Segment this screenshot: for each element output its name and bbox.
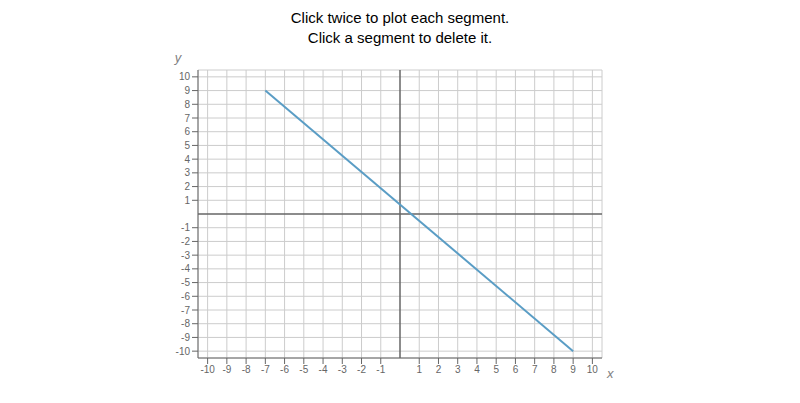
svg-text:9: 9 bbox=[570, 364, 576, 375]
html-text:Click a segment to delete it.: Click a segment to delete it. bbox=[307, 29, 493, 46]
html-text:Click twice to plot each segme: Click twice to plot each segment. bbox=[290, 9, 510, 26]
svg-text:8: 8 bbox=[184, 99, 190, 110]
svg-text:3: 3 bbox=[184, 167, 190, 178]
svg-text:5: 5 bbox=[184, 140, 190, 151]
svg-text:1: 1 bbox=[184, 195, 190, 206]
svg-text:-5: -5 bbox=[181, 277, 190, 288]
svg-text:x: x bbox=[606, 366, 614, 381]
svg-text:-2: -2 bbox=[181, 236, 190, 247]
svg-text:7: 7 bbox=[532, 364, 538, 375]
svg-text:-8: -8 bbox=[242, 364, 251, 375]
svg-text:7: 7 bbox=[184, 113, 190, 124]
svg-text:2: 2 bbox=[184, 181, 190, 192]
svg-text:2: 2 bbox=[436, 364, 442, 375]
svg-text:y: y bbox=[174, 50, 183, 65]
svg-text:-10: -10 bbox=[176, 346, 191, 357]
svg-text:-9: -9 bbox=[181, 332, 190, 343]
svg-text:-4: -4 bbox=[181, 263, 190, 274]
svg-text:-3: -3 bbox=[338, 364, 347, 375]
svg-text:-3: -3 bbox=[181, 250, 190, 261]
svg-text:-7: -7 bbox=[261, 364, 270, 375]
svg-text:6: 6 bbox=[513, 364, 519, 375]
svg-text:-9: -9 bbox=[222, 364, 231, 375]
svg-text:10: 10 bbox=[587, 364, 599, 375]
svg-text:8: 8 bbox=[551, 364, 557, 375]
svg-text:-7: -7 bbox=[181, 305, 190, 316]
svg-text:9: 9 bbox=[184, 85, 190, 96]
svg-text:4: 4 bbox=[474, 364, 480, 375]
svg-text:-1: -1 bbox=[181, 222, 190, 233]
svg-text:-2: -2 bbox=[357, 364, 366, 375]
svg-text:6: 6 bbox=[184, 126, 190, 137]
svg-text:1: 1 bbox=[416, 364, 422, 375]
svg-text:-10: -10 bbox=[200, 364, 215, 375]
svg-text:-6: -6 bbox=[280, 364, 289, 375]
svg-text:4: 4 bbox=[184, 154, 190, 165]
svg-text:5: 5 bbox=[493, 364, 499, 375]
svg-text:-6: -6 bbox=[181, 291, 190, 302]
svg-text:10: 10 bbox=[179, 71, 191, 82]
svg-text:3: 3 bbox=[455, 364, 461, 375]
svg-text:-5: -5 bbox=[299, 364, 308, 375]
svg-text:-1: -1 bbox=[376, 364, 385, 375]
svg-text:-4: -4 bbox=[319, 364, 328, 375]
svg-text:-8: -8 bbox=[181, 318, 190, 329]
